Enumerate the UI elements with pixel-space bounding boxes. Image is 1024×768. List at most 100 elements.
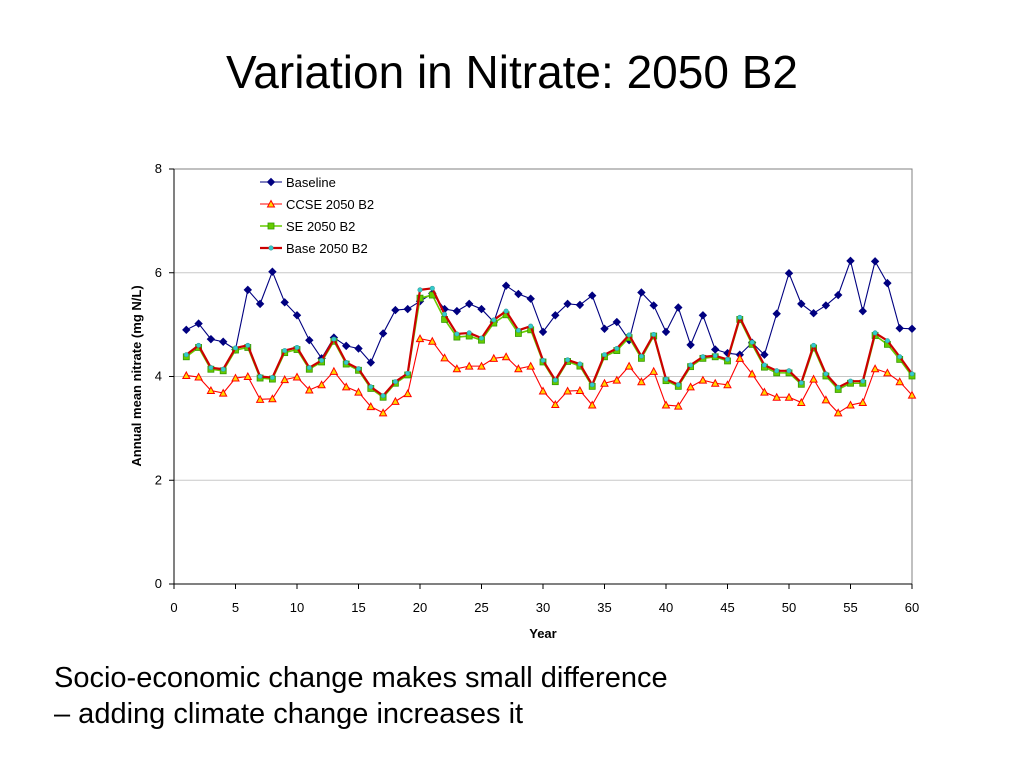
data-point xyxy=(688,362,694,368)
data-point xyxy=(464,361,474,370)
data-point xyxy=(760,350,769,359)
data-point xyxy=(429,285,435,291)
data-point xyxy=(380,393,386,399)
data-point xyxy=(503,308,509,314)
data-point xyxy=(563,386,572,395)
data-point xyxy=(897,354,903,360)
legend-item: CCSE 2050 B2 xyxy=(260,197,374,212)
series-baseline xyxy=(182,256,917,367)
legend-item: SE 2050 B2 xyxy=(260,219,355,234)
legend-label: Baseline xyxy=(286,175,336,190)
data-point xyxy=(257,373,263,379)
data-point xyxy=(589,382,595,388)
data-point xyxy=(478,335,484,341)
y-tick-label: 2 xyxy=(155,472,162,487)
data-point xyxy=(280,375,290,384)
data-point xyxy=(600,324,609,333)
data-point xyxy=(577,361,583,367)
series-line xyxy=(185,287,913,397)
data-point xyxy=(884,338,890,344)
data-point xyxy=(700,354,706,360)
data-point xyxy=(292,311,302,320)
data-point xyxy=(417,287,423,293)
data-point xyxy=(774,368,780,374)
data-point xyxy=(538,327,548,337)
data-point xyxy=(798,380,804,386)
data-point xyxy=(649,366,659,375)
data-point xyxy=(907,324,917,333)
legend-marker xyxy=(267,222,275,230)
data-point xyxy=(872,330,878,336)
legend-box xyxy=(255,172,396,260)
data-point xyxy=(294,344,300,350)
data-point xyxy=(614,345,620,351)
data-point xyxy=(391,396,400,405)
legend-marker xyxy=(268,245,274,251)
data-point xyxy=(304,385,314,394)
data-point xyxy=(909,371,915,377)
data-point xyxy=(366,402,376,411)
data-point xyxy=(218,337,228,346)
data-point xyxy=(526,294,535,303)
x-tick-label: 60 xyxy=(905,600,919,615)
data-point xyxy=(858,306,868,316)
data-point xyxy=(181,370,191,379)
data-point xyxy=(612,317,622,327)
x-tick-label: 5 xyxy=(232,600,239,615)
legend-item: Baseline xyxy=(260,175,336,190)
data-point xyxy=(698,311,708,320)
data-point xyxy=(405,370,411,376)
x-tick-label: 40 xyxy=(659,600,673,615)
data-point xyxy=(847,378,853,384)
data-point xyxy=(712,353,718,359)
data-point xyxy=(833,290,843,300)
data-point xyxy=(268,394,277,403)
data-point xyxy=(268,267,277,276)
x-tick-label: 30 xyxy=(536,600,550,615)
data-point xyxy=(196,342,202,348)
y-tick-label: 6 xyxy=(155,265,162,280)
series-base-2050-b2 xyxy=(183,285,915,399)
data-point xyxy=(649,301,658,310)
legend-label: CCSE 2050 B2 xyxy=(286,197,374,212)
series-lines xyxy=(181,256,917,417)
data-point xyxy=(341,382,351,391)
data-point xyxy=(378,408,388,417)
data-point xyxy=(343,359,349,365)
data-point xyxy=(833,408,843,417)
data-point xyxy=(368,384,374,390)
data-point xyxy=(245,342,251,348)
data-point xyxy=(895,324,904,333)
data-point xyxy=(637,288,646,297)
data-point xyxy=(860,378,866,384)
data-point xyxy=(772,392,782,401)
data-point xyxy=(194,372,203,381)
data-point xyxy=(305,335,314,345)
series-line xyxy=(186,260,913,364)
data-point xyxy=(638,353,644,359)
data-point xyxy=(673,401,683,410)
data-point xyxy=(772,309,781,318)
data-point xyxy=(206,385,216,395)
data-point xyxy=(255,394,265,403)
slide-caption: Socio-economic change makes small differ… xyxy=(54,660,954,732)
data-point xyxy=(747,369,757,378)
data-point xyxy=(870,257,880,266)
data-point xyxy=(600,378,609,387)
data-point xyxy=(663,376,669,382)
data-point xyxy=(514,364,523,373)
data-point xyxy=(575,385,585,395)
data-point xyxy=(895,377,905,386)
data-point xyxy=(477,304,486,314)
data-point xyxy=(710,378,720,387)
data-point xyxy=(651,331,657,337)
data-point xyxy=(452,364,462,373)
data-point xyxy=(538,386,548,395)
data-point xyxy=(255,299,265,309)
data-point xyxy=(515,327,521,333)
data-point xyxy=(907,390,917,399)
series-ccse-2050-b2 xyxy=(181,334,917,417)
data-point xyxy=(526,361,536,370)
data-point xyxy=(501,352,511,361)
data-point xyxy=(306,365,312,371)
